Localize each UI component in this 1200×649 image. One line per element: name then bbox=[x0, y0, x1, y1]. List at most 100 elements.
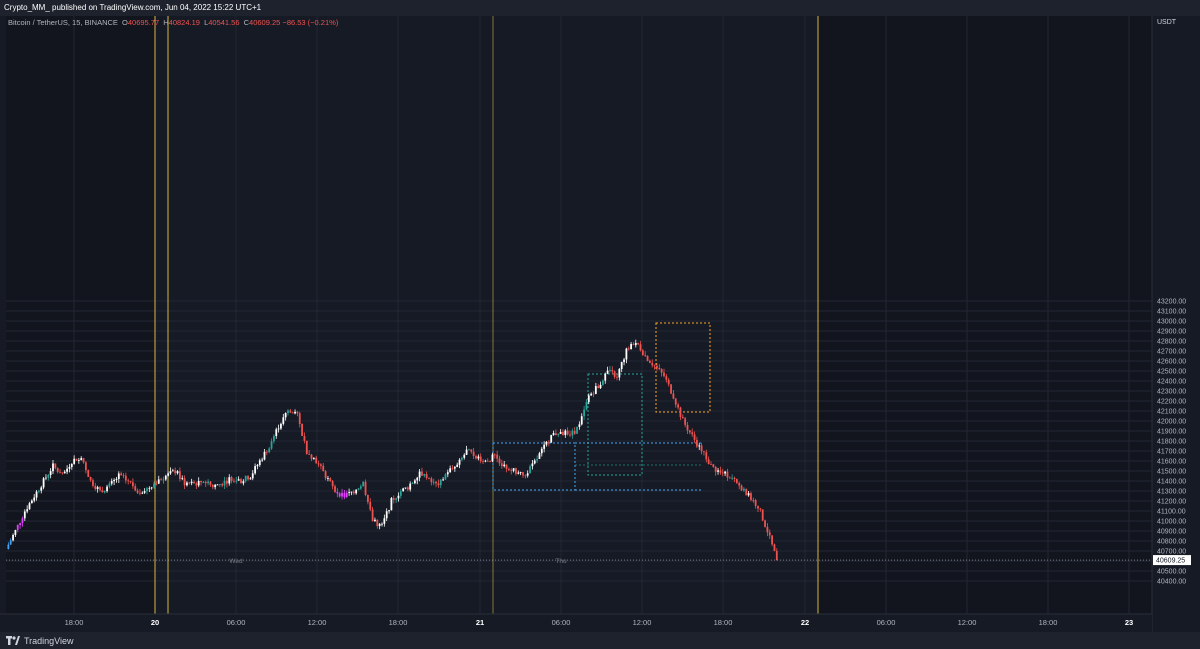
candle bbox=[486, 458, 489, 462]
candle bbox=[179, 467, 181, 482]
candle-body bbox=[620, 362, 623, 369]
candle-body bbox=[672, 393, 675, 399]
candle-body bbox=[651, 362, 654, 366]
candle bbox=[352, 489, 355, 496]
candle-body bbox=[442, 479, 444, 481]
candle bbox=[80, 456, 83, 461]
candle-body bbox=[322, 465, 325, 472]
candle-body bbox=[237, 479, 240, 481]
candle bbox=[226, 477, 228, 488]
candle-body bbox=[350, 491, 353, 493]
candle-body bbox=[101, 490, 104, 493]
shaded-left bbox=[6, 16, 155, 614]
candle bbox=[374, 517, 376, 522]
candle bbox=[665, 373, 668, 383]
candle bbox=[590, 392, 593, 396]
candle bbox=[385, 508, 388, 522]
candle-body bbox=[80, 458, 83, 461]
candle bbox=[357, 487, 360, 491]
candle-body bbox=[449, 468, 452, 473]
candle-body bbox=[134, 486, 137, 491]
candle-body bbox=[564, 430, 567, 435]
candle bbox=[719, 466, 722, 475]
candle-body bbox=[705, 452, 708, 460]
candle-body bbox=[489, 461, 491, 463]
candle bbox=[404, 487, 407, 490]
candle-body bbox=[381, 523, 383, 525]
candle bbox=[204, 480, 207, 488]
candle bbox=[115, 477, 118, 483]
candle bbox=[197, 477, 200, 488]
candle bbox=[174, 467, 177, 476]
candle bbox=[453, 466, 456, 472]
price-axis[interactable]: USDT40400.0040500.0040600.0040700.004080… bbox=[1151, 16, 1200, 632]
candle bbox=[120, 471, 123, 476]
candle-body bbox=[404, 487, 407, 489]
candle-body bbox=[674, 398, 677, 405]
candle-body bbox=[122, 475, 125, 477]
candle bbox=[641, 349, 644, 356]
candle bbox=[12, 533, 14, 542]
candle-body bbox=[362, 481, 365, 487]
price-tick-label: 42800.00 bbox=[1157, 339, 1186, 346]
candle-body bbox=[42, 478, 45, 488]
candle bbox=[599, 381, 602, 390]
candle bbox=[308, 449, 311, 455]
candle-body bbox=[132, 482, 134, 487]
candle bbox=[99, 485, 101, 492]
candle-body bbox=[641, 350, 644, 356]
candle-body bbox=[592, 393, 595, 395]
candle bbox=[594, 382, 597, 395]
candle-body bbox=[181, 478, 184, 480]
candle-body bbox=[369, 501, 372, 510]
candle bbox=[70, 463, 73, 470]
candle-body bbox=[294, 411, 296, 414]
candle-body bbox=[547, 441, 550, 443]
candle bbox=[606, 366, 609, 375]
candle bbox=[186, 481, 188, 487]
price-tick-label: 42200.00 bbox=[1157, 399, 1186, 406]
candle bbox=[188, 482, 191, 485]
candle bbox=[312, 457, 315, 460]
candle-body bbox=[660, 369, 663, 373]
candle-body bbox=[310, 454, 313, 459]
price-tick-label: 41900.00 bbox=[1157, 429, 1186, 436]
candle-body bbox=[240, 479, 242, 484]
candle bbox=[167, 471, 170, 477]
candle bbox=[552, 430, 555, 436]
price-tick-label: 42700.00 bbox=[1157, 349, 1186, 356]
candle bbox=[150, 486, 153, 490]
candle-body bbox=[632, 344, 635, 346]
candle-body bbox=[533, 460, 536, 464]
candle-body bbox=[712, 464, 715, 467]
candle-body bbox=[334, 486, 336, 492]
price-chart[interactable]: USDT40400.0040500.0040600.0040700.004080… bbox=[0, 16, 1200, 632]
candle bbox=[677, 402, 679, 410]
candle-body bbox=[627, 348, 630, 350]
candle-body bbox=[493, 454, 496, 456]
candle-body bbox=[406, 487, 409, 490]
time-axis[interactable]: 18:00 20 06:00 12:00 18:00 21 06:00 12:00 18:00 2… bbox=[0, 613, 1152, 632]
symbol-label: Bitcoin / TetherUS, 15, BINANCE bbox=[8, 18, 118, 27]
candle bbox=[465, 445, 468, 455]
candle bbox=[390, 497, 393, 511]
candle-body bbox=[139, 492, 141, 494]
candle-body bbox=[745, 488, 748, 496]
candle bbox=[533, 458, 536, 465]
candle bbox=[646, 355, 649, 362]
candle bbox=[113, 478, 115, 485]
candle bbox=[155, 480, 158, 486]
candle bbox=[710, 461, 712, 466]
candle bbox=[82, 457, 85, 464]
candle-body bbox=[735, 479, 738, 483]
candle-body bbox=[345, 492, 348, 497]
candle-body bbox=[613, 371, 616, 377]
candle bbox=[649, 359, 651, 364]
candle bbox=[573, 427, 576, 435]
candle bbox=[505, 464, 508, 473]
candle bbox=[658, 364, 661, 371]
candle-body bbox=[171, 470, 174, 472]
candle-body bbox=[545, 441, 548, 445]
candle-body bbox=[477, 456, 480, 459]
price-tick-label: 41100.00 bbox=[1157, 509, 1186, 516]
